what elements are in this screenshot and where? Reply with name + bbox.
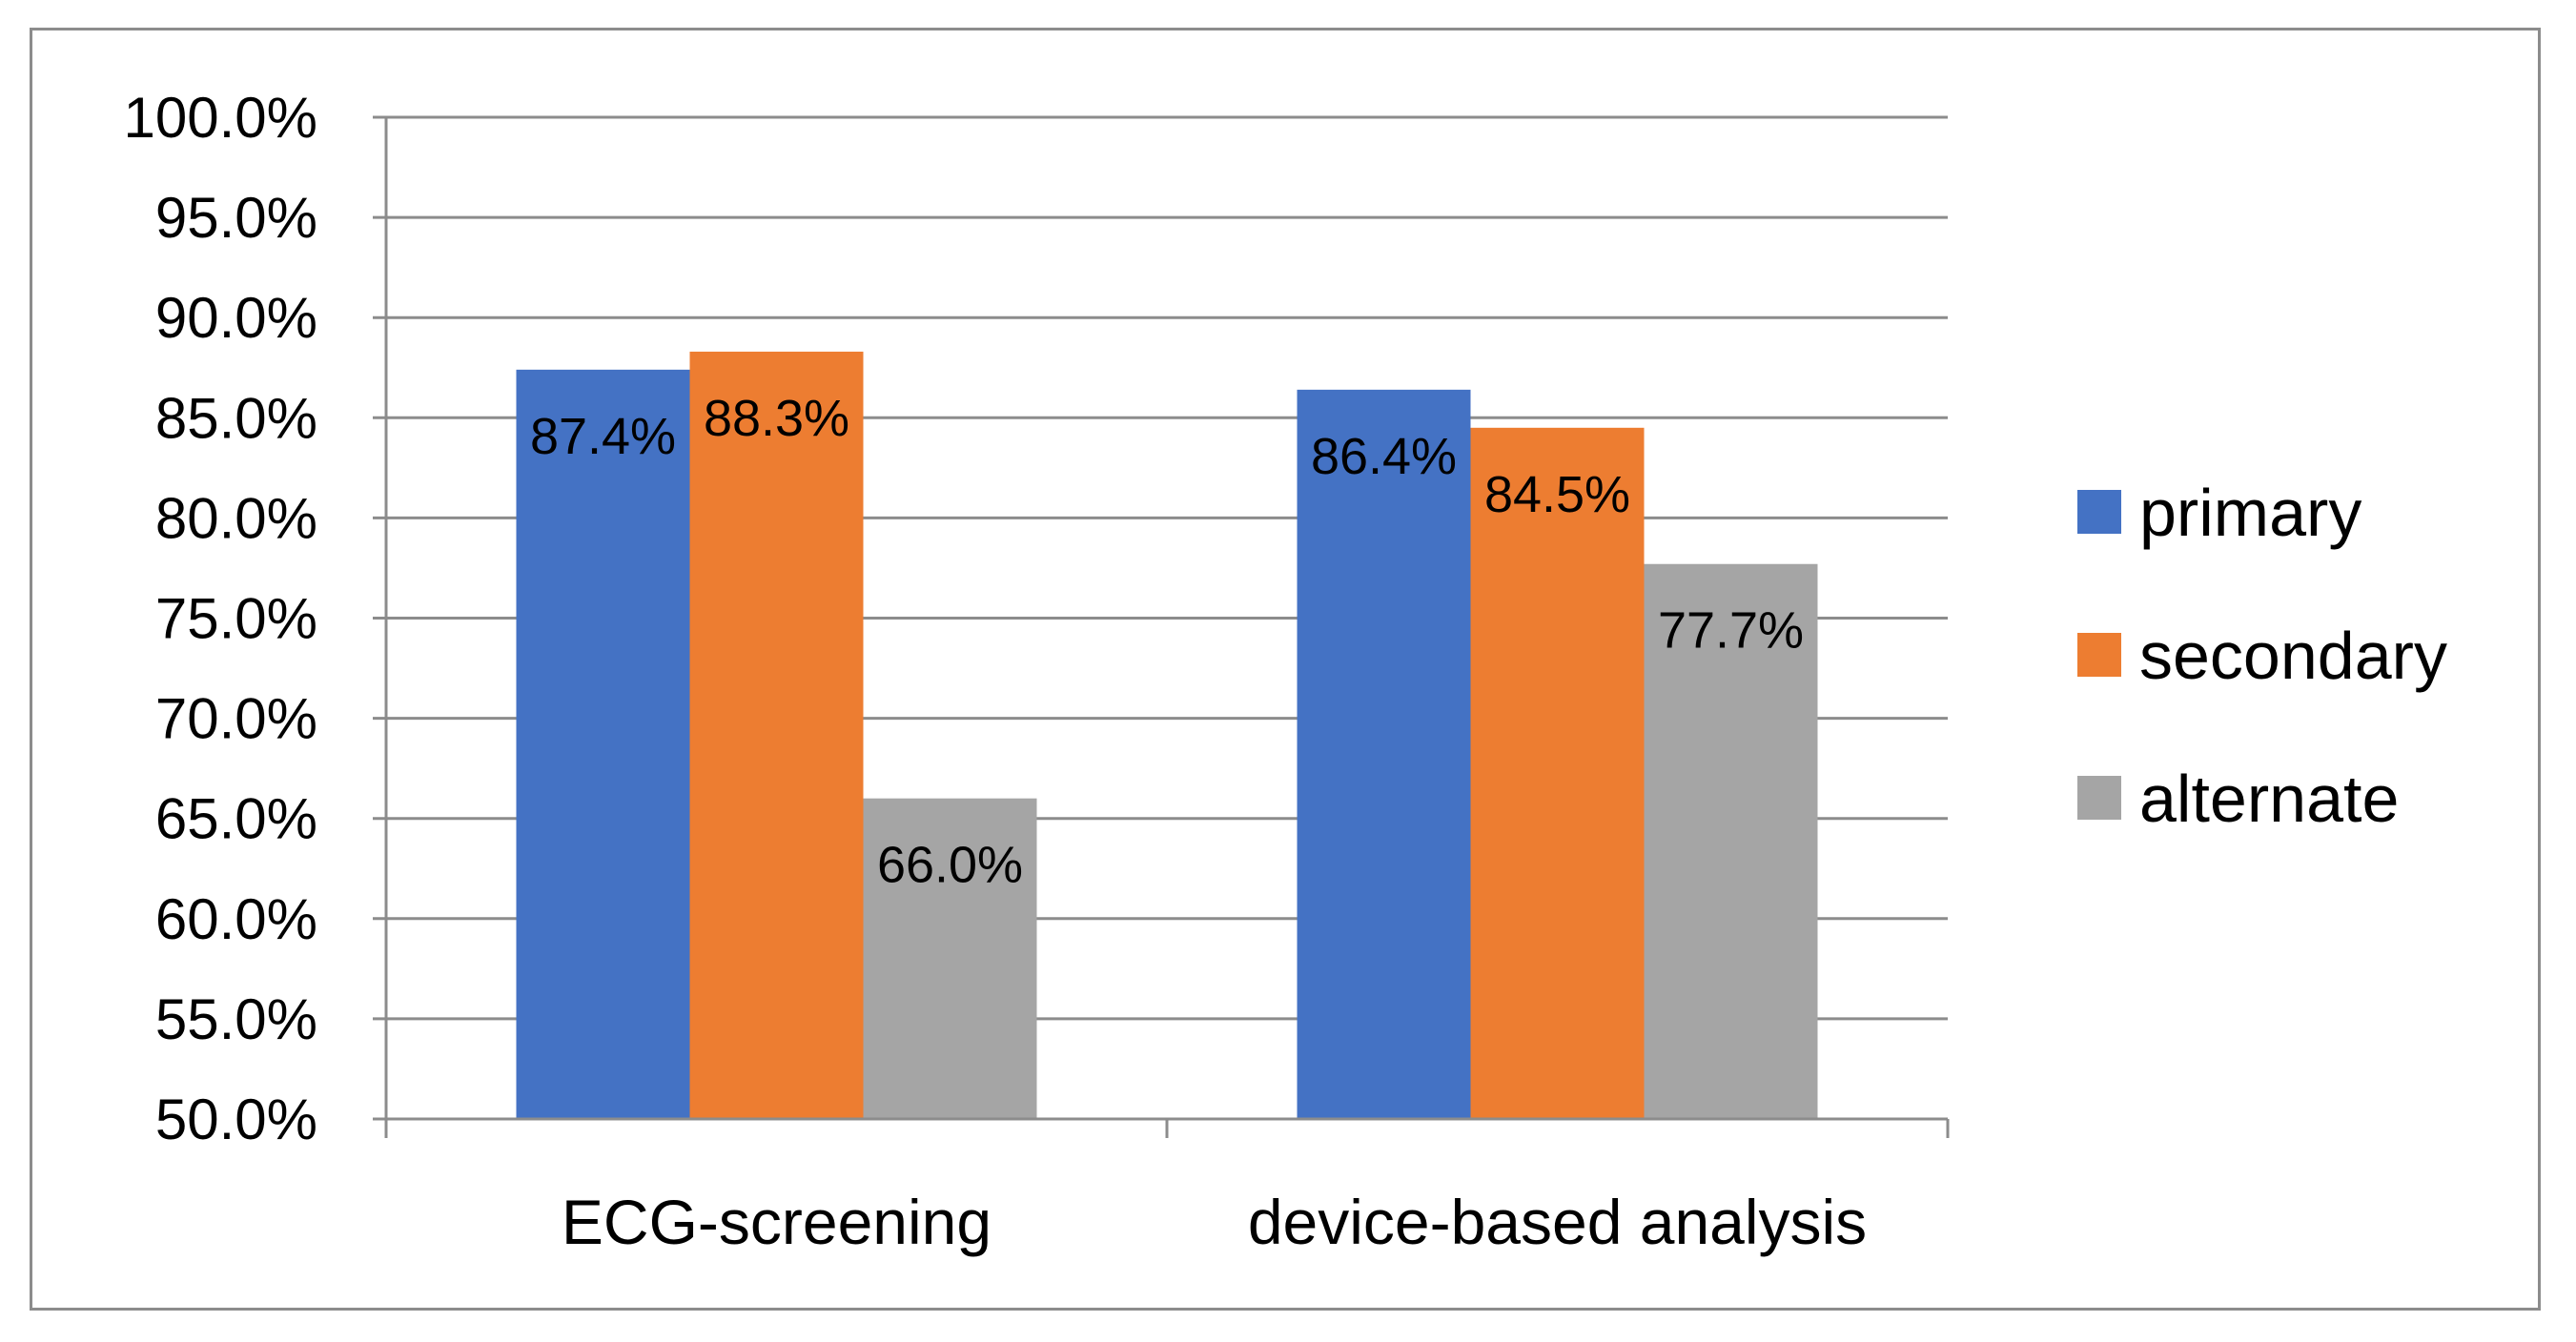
data-label: 66.0% — [877, 837, 1023, 894]
y-tick-label: 70.0% — [155, 687, 317, 751]
legend-label-primary[interactable]: primary — [2139, 476, 2361, 550]
x-category-label: ECG-screening — [562, 1187, 992, 1257]
bar-secondary[interactable] — [689, 351, 864, 1120]
y-tick-label: 100.0% — [124, 86, 318, 150]
chart-frame — [30, 28, 2541, 1311]
bar-alternate[interactable] — [863, 798, 1037, 1119]
bar-primary[interactable] — [1297, 389, 1471, 1119]
y-tick-label: 60.0% — [155, 887, 317, 951]
legend-label-secondary[interactable]: secondary — [2139, 619, 2447, 693]
y-tick-label: 50.0% — [155, 1088, 317, 1151]
data-label: 84.5% — [1484, 466, 1630, 523]
labels: 50.0% 55.0% 60.0% 65.0% 70.0% 75.0% 80.0% 85.0%… — [124, 86, 1868, 1257]
legend-swatch-alternate[interactable] — [2077, 776, 2121, 820]
legend[interactable]: primary secondary alternate — [2077, 476, 2447, 836]
legend-swatch-secondary[interactable] — [2077, 633, 2121, 677]
y-tick-label: 80.0% — [155, 486, 317, 550]
bar-alternate[interactable] — [1644, 563, 1818, 1119]
data-label: 86.4% — [1311, 428, 1457, 485]
y-tick-label: 95.0% — [155, 186, 317, 250]
bars — [516, 351, 1818, 1120]
bar-secondary[interactable] — [1470, 427, 1645, 1119]
legend-label-alternate[interactable]: alternate — [2139, 762, 2399, 836]
y-tick-label: 85.0% — [155, 386, 317, 450]
data-label: 77.7% — [1658, 602, 1804, 660]
axes — [373, 117, 1950, 1138]
bar-primary[interactable] — [516, 369, 690, 1119]
x-category-label: device-based analysis — [1248, 1187, 1867, 1257]
legend-swatch-primary[interactable] — [2077, 490, 2121, 534]
y-tick-label: 55.0% — [155, 987, 317, 1051]
y-tick-label: 90.0% — [155, 286, 317, 350]
data-label: 88.3% — [704, 390, 849, 447]
data-label: 87.4% — [530, 408, 676, 465]
y-tick-label: 65.0% — [155, 787, 317, 851]
y-tick-label: 75.0% — [155, 587, 317, 651]
